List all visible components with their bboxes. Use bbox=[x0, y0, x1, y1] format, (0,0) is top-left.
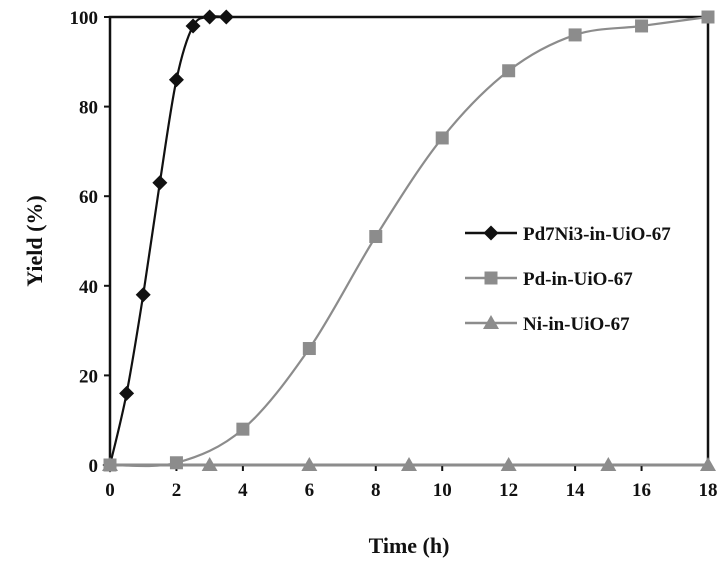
y-axis-title: Yield (%) bbox=[22, 195, 47, 286]
series-square bbox=[103, 10, 715, 472]
y-tick-label: 40 bbox=[79, 277, 98, 298]
legend-marker bbox=[483, 225, 499, 241]
series-triangle bbox=[102, 457, 716, 471]
data-point bbox=[102, 457, 118, 471]
x-axis-title: Time (h) bbox=[369, 533, 450, 558]
data-point bbox=[401, 457, 417, 471]
data-point bbox=[302, 342, 316, 356]
series-line bbox=[109, 15, 709, 468]
x-tick-label: 12 bbox=[499, 480, 518, 501]
data-point bbox=[435, 131, 449, 145]
x-tick-label: 0 bbox=[105, 480, 115, 501]
y-tick-label: 80 bbox=[79, 98, 98, 119]
data-point bbox=[369, 230, 383, 244]
data-point bbox=[568, 28, 582, 42]
legend: Pd7Ni3-in-UiO-67 Pd-in-UiO-67 Ni-in-UiO-67 bbox=[465, 224, 671, 335]
data-point bbox=[135, 287, 151, 303]
legend-item: Pd-in-UiO-67 bbox=[465, 269, 633, 290]
data-point bbox=[152, 175, 168, 191]
legend-item: Pd7Ni3-in-UiO-67 bbox=[465, 224, 671, 245]
data-point bbox=[600, 457, 617, 471]
y-tick-label: 0 bbox=[89, 456, 99, 477]
x-tick-label: 10 bbox=[433, 480, 452, 501]
x-tick-label: 18 bbox=[699, 480, 718, 501]
legend-marker bbox=[484, 271, 498, 285]
legend-label: Pd7Ni3-in-UiO-67 bbox=[523, 224, 671, 245]
x-tick-label: 6 bbox=[305, 480, 315, 501]
x-tick-label: 4 bbox=[238, 480, 248, 501]
data-point bbox=[119, 385, 135, 401]
data-point bbox=[218, 9, 234, 25]
legend-item: Ni-in-UiO-67 bbox=[465, 314, 630, 335]
data-point bbox=[700, 457, 716, 471]
series-layer bbox=[102, 9, 716, 473]
data-point bbox=[185, 18, 201, 34]
y-tick-label: 60 bbox=[79, 187, 98, 208]
data-point bbox=[500, 457, 517, 471]
data-point bbox=[201, 457, 218, 471]
data-point bbox=[701, 10, 715, 24]
data-point bbox=[168, 72, 184, 88]
axis-ticks: 0 2 4 6 8 10 12 14 16 18 0 20 40 60 80 100 bbox=[70, 8, 718, 501]
legend-label: Ni-in-UiO-67 bbox=[523, 314, 630, 335]
data-point bbox=[502, 64, 516, 78]
data-point bbox=[169, 456, 183, 470]
y-tick-label: 100 bbox=[70, 8, 99, 29]
legend-marker bbox=[483, 315, 499, 329]
y-tick-label: 20 bbox=[79, 366, 98, 387]
x-tick-label: 16 bbox=[632, 480, 651, 501]
data-point bbox=[202, 9, 218, 25]
series-diamond bbox=[102, 9, 234, 473]
data-point bbox=[236, 422, 250, 436]
legend-label: Pd-in-UiO-67 bbox=[523, 269, 633, 290]
x-tick-label: 8 bbox=[371, 480, 381, 501]
x-tick-label: 2 bbox=[172, 480, 182, 501]
data-point bbox=[635, 19, 649, 33]
data-point bbox=[301, 457, 318, 471]
x-tick-label: 14 bbox=[566, 480, 586, 501]
